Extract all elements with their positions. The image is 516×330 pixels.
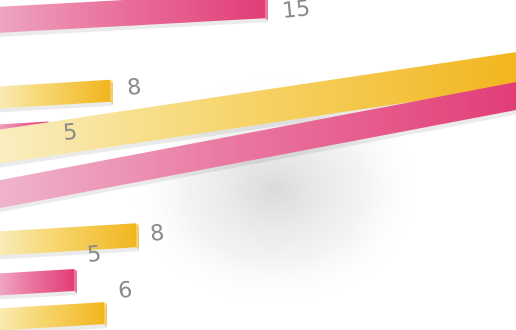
bar-end-cap	[110, 79, 113, 104]
bar-value-label: 15	[281, 0, 311, 24]
bar-pink-6	[0, 268, 74, 296]
bar-value-label: 5	[86, 242, 103, 268]
bar-gold-7	[0, 302, 104, 330]
bar-gold-1	[0, 79, 110, 109]
bar-gold-3	[0, 52, 516, 164]
bar-pink-0	[0, 0, 265, 33]
bar-end-cap	[104, 302, 107, 327]
bar-value-label: 6	[117, 278, 134, 304]
bar-pink-4	[0, 82, 516, 209]
bar-value-label: 5	[62, 120, 79, 146]
bar-value-label: 8	[126, 75, 143, 101]
bar-gold-5	[0, 223, 136, 256]
bar-value-label: 8	[149, 221, 166, 247]
bar-end-cap	[74, 268, 77, 293]
bar-end-cap	[265, 0, 268, 21]
bar-end-cap	[136, 223, 139, 250]
